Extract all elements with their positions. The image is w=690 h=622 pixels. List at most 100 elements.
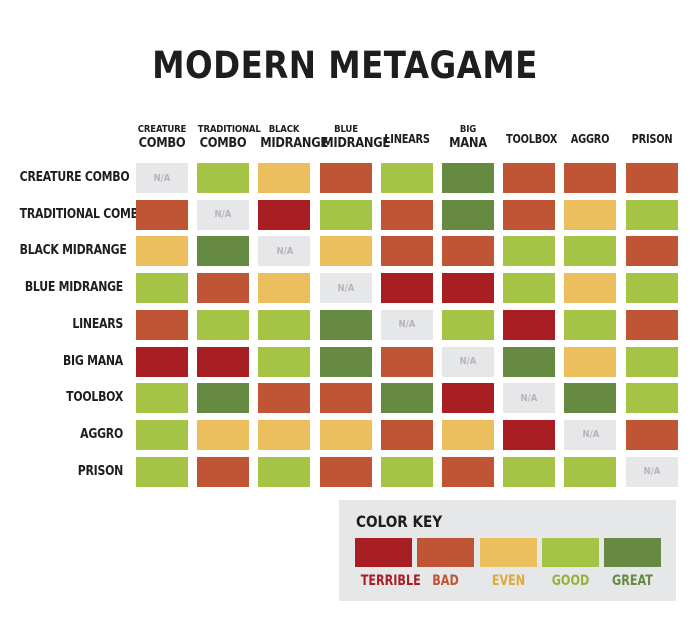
- heatmap-cell: [564, 383, 617, 414]
- heatmap-cell: N/A: [625, 456, 678, 487]
- heatmap-cell: [380, 273, 433, 304]
- heatmap-cell: [319, 346, 372, 377]
- heatmap-cell: [136, 199, 188, 230]
- heatmap-cell: [503, 163, 556, 193]
- heatmap-cell: [197, 309, 250, 340]
- color-key-label-even: EVEN: [491, 573, 525, 589]
- row-header: AGGRO: [80, 426, 123, 442]
- heatmap-cell: [442, 163, 494, 193]
- heatmap-cell: [503, 419, 556, 450]
- column-header: PRISON: [624, 133, 680, 145]
- column-header-label: PRISON: [631, 132, 672, 146]
- heatmap-cell: [380, 346, 433, 377]
- color-key-swatch-bad: [417, 538, 475, 567]
- na-label: N/A: [214, 209, 232, 221]
- heatmap-cell: [442, 419, 494, 450]
- column-header-label: TOOLBOX: [506, 132, 558, 146]
- column-header-line2: COMBO: [138, 134, 186, 151]
- heatmap-cell: [564, 163, 617, 193]
- heatmap-cell: [625, 419, 678, 450]
- color-key-swatch-good: [541, 538, 599, 567]
- column-header-label: LINEARS: [384, 132, 430, 146]
- row-header: BIG MANA: [62, 353, 123, 369]
- heatmap-cell: [625, 383, 678, 414]
- row-header: PRISON: [77, 463, 124, 479]
- column-header-line2: MIDRANGE: [321, 134, 390, 151]
- heatmap-cell: [136, 419, 188, 450]
- heatmap-cell: [564, 199, 617, 230]
- column-header: BLUE MIDRANGE: [318, 124, 390, 151]
- heatmap-cell: [564, 309, 617, 340]
- heatmap-cell: [258, 273, 311, 304]
- heatmap-cell: [380, 456, 433, 487]
- heatmap-cell: [197, 273, 250, 304]
- heatmap-cell: [319, 199, 372, 230]
- heatmap-cell: [442, 199, 494, 230]
- row-header: TRADITIONAL COMBO: [19, 206, 148, 222]
- heatmap-cell: [258, 163, 311, 193]
- heatmap-cell: [442, 456, 494, 487]
- color-key-label-bad: BAD: [432, 573, 460, 589]
- heatmap-cell: [625, 236, 678, 267]
- heatmap-cell: N/A: [564, 419, 617, 450]
- na-label: N/A: [153, 172, 171, 184]
- row-header: LINEARS: [72, 316, 123, 332]
- heatmap-cell: [319, 309, 372, 340]
- column-header-line1: CREATURE: [137, 124, 187, 135]
- heatmap-cell: [136, 383, 188, 414]
- na-label: N/A: [643, 466, 660, 478]
- heatmap-cell: [503, 273, 556, 304]
- heatmap-cell: [380, 419, 433, 450]
- heatmap-cell: [442, 236, 494, 267]
- column-header-line2: MIDRANGE: [260, 134, 329, 151]
- na-label: N/A: [459, 356, 477, 367]
- heatmap-cell: [258, 456, 311, 487]
- row-header: BLUE MIDRANGE: [24, 280, 123, 296]
- row-header: TOOLBOX: [66, 390, 123, 406]
- heatmap-cell: [197, 163, 250, 193]
- heatmap-cell: [503, 199, 556, 230]
- heatmap-cell: [319, 163, 372, 193]
- column-header-line2: MANA: [449, 134, 487, 151]
- color-key-label-good: GOOD: [551, 573, 590, 589]
- heatmap-cell: N/A: [442, 346, 494, 377]
- heatmap-cell: [625, 273, 678, 304]
- color-key-swatch-even: [479, 538, 537, 567]
- heatmap-cell: [503, 456, 556, 487]
- column-header-line1: BLACK: [269, 124, 300, 135]
- color-key-label-great: GREAT: [612, 573, 654, 589]
- column-header: TRADITIONAL COMBO: [195, 125, 261, 150]
- heatmap-cell: [625, 309, 678, 340]
- heatmap-cell: [258, 419, 311, 450]
- heatmap-cell: [136, 273, 188, 304]
- heatmap-cell: [136, 236, 188, 267]
- heatmap-cell: [503, 346, 556, 377]
- heatmap-cell: [319, 236, 372, 267]
- heatmap-cell: N/A: [258, 236, 311, 267]
- heatmap-cell: [258, 199, 311, 230]
- heatmap-cell: [380, 199, 433, 230]
- heatmap-cell: [197, 383, 250, 414]
- heatmap-cell: [380, 236, 433, 267]
- column-header: CREATURE COMBO: [134, 125, 190, 150]
- color-key-label-terrible: TERRIBLE: [360, 573, 421, 589]
- column-header-line1: BLUE: [333, 124, 358, 135]
- heatmap-cell: [197, 346, 250, 377]
- heatmap-cell: N/A: [319, 273, 372, 304]
- heatmap-cell: N/A: [380, 309, 433, 340]
- na-label: N/A: [581, 429, 599, 441]
- column-header: AGGRO: [562, 133, 618, 145]
- color-key-panel: COLOR KEY TERRIBLE BAD EVEN GOOD GREAT: [339, 500, 676, 601]
- heatmap-cell: [564, 236, 617, 267]
- heatmap-cell: [258, 383, 311, 414]
- heatmap-cell: [197, 236, 250, 267]
- na-label: N/A: [520, 392, 538, 404]
- heatmap-cell: [319, 419, 372, 450]
- column-header: TOOLBOX: [501, 133, 557, 145]
- heatmap-cell: [564, 346, 617, 377]
- heatmap-cell: [625, 163, 678, 193]
- heatmap-cell: [442, 309, 494, 340]
- column-header: LINEARS: [379, 133, 435, 145]
- heatmap-cell: [503, 309, 556, 340]
- na-label: N/A: [275, 245, 293, 257]
